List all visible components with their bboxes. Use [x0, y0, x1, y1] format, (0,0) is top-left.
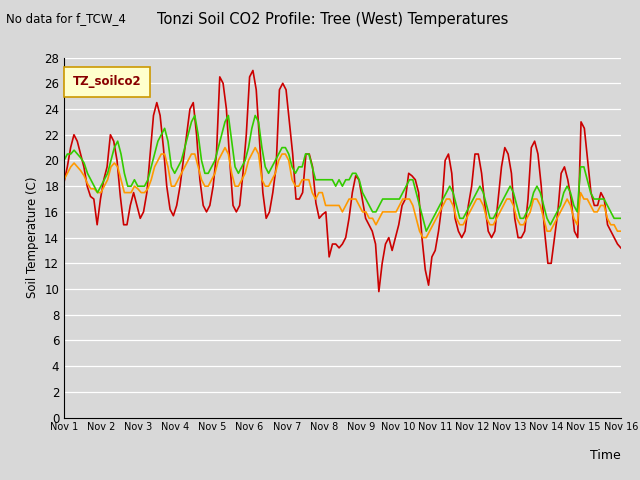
-8cm: [349, 170, 356, 176]
-8cm: [342, 177, 349, 182]
Text: Time: Time: [590, 449, 621, 462]
-2cm: [375, 288, 383, 294]
-8cm: [433, 209, 440, 215]
-8cm: [422, 228, 430, 234]
-8cm: [617, 216, 625, 221]
-2cm: [501, 145, 509, 151]
-4cm: [221, 145, 229, 151]
-8cm: [60, 157, 68, 163]
-4cm: [138, 190, 145, 195]
-2cm: [511, 216, 518, 221]
-2cm: [209, 183, 217, 189]
-4cm: [60, 177, 68, 182]
Text: TZ_soilco2: TZ_soilco2: [73, 75, 141, 88]
Line: -4cm: -4cm: [64, 148, 621, 238]
-4cm: [433, 216, 440, 221]
-4cm: [349, 196, 356, 202]
-4cm: [261, 183, 269, 189]
-2cm: [249, 68, 257, 73]
-2cm: [541, 228, 548, 234]
-8cm: [191, 113, 198, 119]
-2cm: [617, 245, 625, 251]
-2cm: [60, 180, 68, 185]
-4cm: [419, 235, 427, 240]
-2cm: [282, 87, 290, 93]
-8cm: [138, 183, 145, 189]
-4cm: [617, 228, 625, 234]
-2cm: [597, 190, 605, 195]
Line: -2cm: -2cm: [64, 71, 621, 291]
Line: -8cm: -8cm: [64, 116, 621, 231]
-8cm: [261, 164, 269, 170]
Text: No data for f_TCW_4: No data for f_TCW_4: [6, 12, 126, 25]
FancyBboxPatch shape: [64, 67, 150, 97]
-4cm: [342, 203, 349, 208]
Y-axis label: Soil Temperature (C): Soil Temperature (C): [26, 177, 38, 299]
-4cm: [134, 186, 141, 192]
-8cm: [134, 183, 141, 189]
Text: Tonzi Soil CO2 Profile: Tree (West) Temperatures: Tonzi Soil CO2 Profile: Tree (West) Temp…: [157, 12, 509, 27]
